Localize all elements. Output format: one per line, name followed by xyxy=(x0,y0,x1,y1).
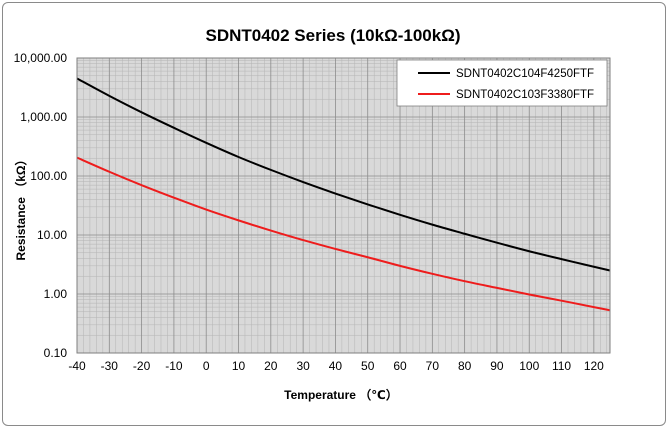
y-tick-label: 10,000.00 xyxy=(14,51,68,65)
legend-entry-label: SDNT0402C103F3380FTF xyxy=(456,89,594,101)
x-tick-label: 50 xyxy=(361,359,375,373)
x-tick-label: 80 xyxy=(458,359,472,373)
x-tick-label: -30 xyxy=(101,359,119,373)
y-axis-label: Resistance （kΩ） xyxy=(13,154,28,261)
x-tick-label: 120 xyxy=(584,359,604,373)
legend-box xyxy=(396,59,608,107)
x-tick-label: 90 xyxy=(490,359,504,373)
x-tick-label: 70 xyxy=(426,359,440,373)
x-tick-label: 110 xyxy=(552,359,571,373)
x-tick-label: 40 xyxy=(329,359,343,373)
x-tick-label: 20 xyxy=(264,359,278,373)
x-tick-label: 100 xyxy=(519,359,539,373)
series-line-1 xyxy=(76,77,611,272)
plot-border xyxy=(76,57,611,354)
x-tick-label: -10 xyxy=(165,359,183,373)
x-tick-label: 10 xyxy=(232,359,246,373)
y-tick-label: 10.00 xyxy=(37,228,67,242)
y-tick-label: 100.00 xyxy=(30,169,67,183)
plot-area xyxy=(77,58,610,353)
y-tick-label: 1,000.00 xyxy=(20,110,67,124)
x-axis-label: Temperature （℃） xyxy=(284,387,398,402)
legend-entry-label: SDNT0402C104F4250FTF xyxy=(456,68,594,80)
x-tick-label: -20 xyxy=(133,359,151,373)
series-line-2 xyxy=(76,156,611,312)
chart-title: SDNT0402 Series (10kΩ-100kΩ) xyxy=(205,26,460,45)
legend: SDNT0402C104F4250FTF SDNT0402C103F3380FTF xyxy=(396,59,608,107)
x-tick-label: 0 xyxy=(203,359,210,373)
y-tick-label: 0.10 xyxy=(44,346,68,360)
x-tick-label: 30 xyxy=(296,359,310,373)
x-tick-label: 60 xyxy=(393,359,407,373)
y-tick-label: 1.00 xyxy=(44,287,68,301)
x-tick-label: -40 xyxy=(68,359,86,373)
